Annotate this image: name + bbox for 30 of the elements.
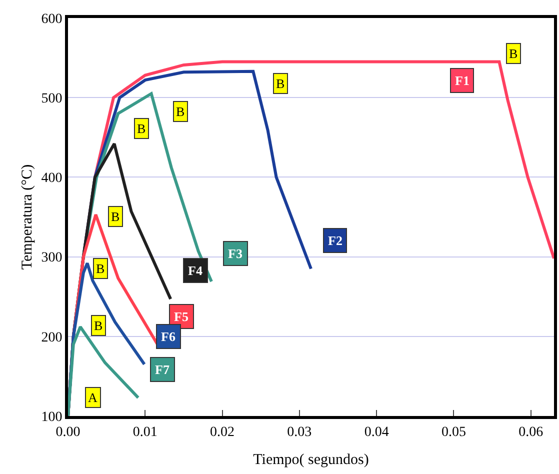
y-tick-label: 500: [41, 92, 62, 106]
annotation: A: [88, 390, 98, 405]
x-tick-label: 0.02: [210, 424, 235, 440]
x-tick-label: 0.03: [287, 424, 312, 440]
x-tick-label: 0.01: [132, 424, 158, 440]
series-label: F1: [455, 73, 470, 88]
x-tick-label: 0.04: [364, 424, 389, 440]
x-tick-label: 0.06: [518, 424, 544, 440]
x-tick-label: 0.00: [56, 424, 80, 440]
y-tick-label: 600: [41, 12, 62, 27]
y-tick-label: 200: [41, 330, 62, 346]
y-axis-title: Temperatura (°C): [19, 164, 36, 270]
series-label: F5: [174, 309, 189, 324]
y-tick-label: 400: [41, 171, 62, 186]
x-tick-label: 0.05: [441, 424, 466, 440]
series-label: F3: [228, 246, 243, 261]
annotation: B: [176, 104, 185, 119]
text: F7: [155, 362, 170, 377]
y-tick-label: 100: [41, 410, 62, 425]
annotation: B: [94, 318, 103, 333]
series-label: F2: [328, 233, 342, 248]
y-tick-label: 300: [41, 250, 62, 266]
annotation: B: [96, 261, 105, 276]
annotation: B: [137, 121, 146, 136]
annotation: B: [509, 46, 518, 61]
series-label: F6: [161, 329, 176, 344]
annotation: B: [111, 209, 120, 224]
annotation: B: [276, 76, 285, 91]
series-label: F4: [188, 263, 203, 278]
x-axis-title: Tiempo( segundos): [253, 452, 369, 468]
